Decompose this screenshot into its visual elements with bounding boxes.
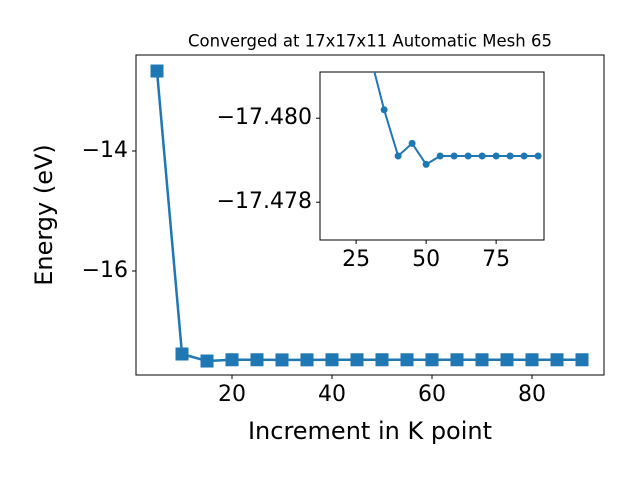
x-axis-label: Increment in K point — [248, 417, 492, 445]
marker — [478, 152, 486, 160]
y-tick-label: −17.478 — [217, 189, 312, 214]
marker — [350, 353, 364, 367]
x-tick-label: 20 — [218, 382, 246, 407]
marker — [394, 152, 402, 160]
marker — [464, 152, 472, 160]
marker — [436, 152, 444, 160]
marker — [534, 152, 542, 160]
marker — [375, 353, 389, 367]
x-tick-label: 80 — [518, 382, 546, 407]
x-tick-label: 75 — [482, 247, 510, 272]
marker — [380, 106, 388, 114]
x-tick-label: 50 — [412, 247, 440, 272]
marker — [550, 353, 564, 367]
x-tick-label: 60 — [418, 382, 446, 407]
marker — [300, 353, 314, 367]
y-tick-label: −16 — [82, 258, 128, 283]
series-group — [373, 72, 542, 168]
marker — [450, 152, 458, 160]
marker — [525, 353, 539, 367]
y-tick-label: −17.480 — [217, 105, 312, 130]
marker — [520, 152, 528, 160]
marker — [325, 353, 339, 367]
marker — [475, 353, 489, 367]
marker — [450, 353, 464, 367]
marker — [225, 353, 239, 367]
y-tick-label: −14 — [82, 138, 128, 163]
marker — [575, 353, 589, 367]
marker — [275, 353, 289, 367]
x-tick-label: 25 — [342, 247, 370, 272]
marker — [200, 354, 214, 368]
marker — [500, 353, 514, 367]
marker — [422, 160, 430, 168]
marker — [250, 353, 264, 367]
marker — [175, 347, 189, 361]
marker — [425, 353, 439, 367]
y-axis-label: Energy (eV) — [30, 144, 58, 286]
chart-title: Converged at 17x17x11 Automatic Mesh 65 — [188, 32, 552, 51]
marker — [150, 64, 164, 78]
marker — [408, 139, 416, 147]
x-tick-label: 40 — [318, 382, 346, 407]
marker — [492, 152, 500, 160]
series-group — [150, 64, 589, 368]
marker — [506, 152, 514, 160]
marker — [400, 353, 414, 367]
